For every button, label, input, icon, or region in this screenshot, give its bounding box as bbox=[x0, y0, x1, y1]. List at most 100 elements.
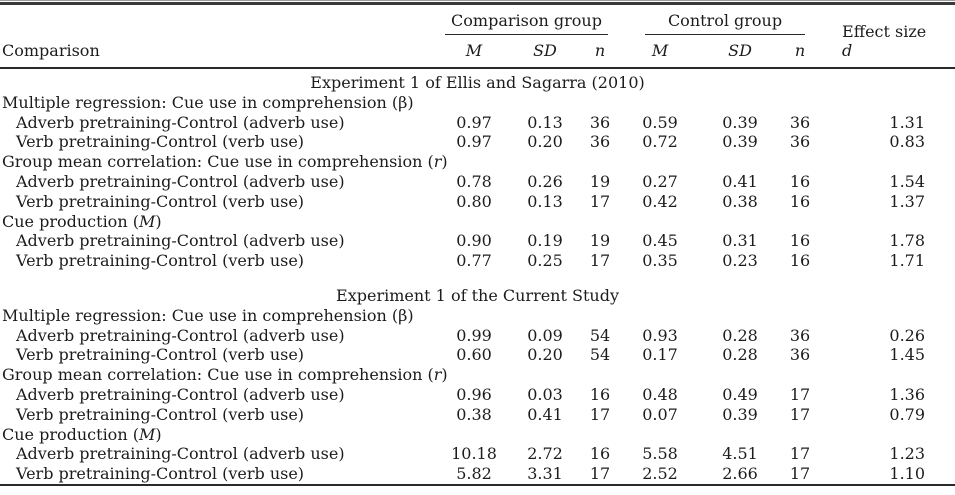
comparison-m-value: 0.90 bbox=[456, 231, 492, 251]
comparison-sd-value: 0.19 bbox=[527, 231, 563, 251]
section-title-row: Experiment 1 of Ellis and Sagarra (2010) bbox=[0, 68, 955, 93]
group-label-close: ) bbox=[441, 152, 448, 172]
control-sd-value: 0.28 bbox=[722, 345, 758, 365]
effect-size-value: 1.37 bbox=[889, 191, 926, 211]
group-header-row: Comparison Comparison group Control grou… bbox=[0, 4, 955, 60]
comparison-group-header: Comparison group bbox=[443, 4, 615, 35]
control-sd-value: 0.23 bbox=[722, 251, 758, 271]
group-label-text: Multiple regression: Cue use in comprehe… bbox=[2, 92, 399, 112]
control-sd-value: 0.49 bbox=[722, 384, 758, 404]
effect-size-value: 1.10 bbox=[889, 464, 926, 484]
control-n-value: 36 bbox=[789, 132, 811, 152]
comparison-n-value: 54 bbox=[589, 345, 611, 365]
effect-size-value: 1.45 bbox=[889, 345, 926, 365]
comparison-n-value: 17 bbox=[589, 251, 611, 271]
table-row: Adverb pretraining-Control (adverb use) … bbox=[0, 444, 955, 464]
control-m-value: 0.48 bbox=[642, 384, 678, 404]
row-label: Adverb pretraining-Control (adverb use) bbox=[16, 325, 345, 345]
group-label-row: Cue production (M) bbox=[0, 212, 955, 232]
comparison-sd-value: 2.72 bbox=[527, 444, 563, 464]
comparison-n-value: 16 bbox=[589, 384, 611, 404]
comparison-m-value: 5.82 bbox=[456, 464, 492, 484]
comparison-sd-value: 0.20 bbox=[527, 345, 563, 365]
comparison-m-value: 0.99 bbox=[456, 325, 492, 345]
group-label-row: Cue production (M) bbox=[0, 425, 955, 445]
group-label-text: Multiple regression: Cue use in comprehe… bbox=[2, 305, 399, 325]
comparison-sd-value: 0.03 bbox=[527, 384, 563, 404]
effect-size-label: Effect size bbox=[842, 22, 927, 41]
control-m-value: 0.35 bbox=[642, 251, 678, 271]
control-sd-value: 0.39 bbox=[722, 404, 758, 424]
effect-size-value: 1.36 bbox=[889, 384, 926, 404]
row-label: Adverb pretraining-Control (adverb use) bbox=[16, 171, 345, 191]
effect-size-value: 1.71 bbox=[889, 251, 926, 271]
control-sd-header: SD bbox=[728, 41, 752, 60]
comparison-m-value: 0.60 bbox=[456, 345, 492, 365]
group-label-text: Cue production ( bbox=[2, 424, 139, 444]
m-symbol: M bbox=[138, 211, 156, 231]
section-title-row: Experiment 1 of the Current Study bbox=[0, 271, 955, 306]
table-row: Verb pretraining-Control (verb use) 5.82… bbox=[0, 464, 955, 485]
comparison-m-value: 0.77 bbox=[456, 251, 492, 271]
control-n-value: 16 bbox=[789, 251, 811, 271]
control-m-value: 0.59 bbox=[642, 112, 678, 132]
comparison-n-value: 19 bbox=[589, 231, 611, 251]
table-row: Adverb pretraining-Control (adverb use) … bbox=[0, 172, 955, 192]
control-m-value: 0.27 bbox=[642, 171, 678, 191]
comparison-n-value: 17 bbox=[589, 404, 611, 424]
comparison-sd-value: 0.13 bbox=[527, 112, 563, 132]
table-row: Verb pretraining-Control (verb use) 0.60… bbox=[0, 345, 955, 365]
table-row: Adverb pretraining-Control (adverb use) … bbox=[0, 385, 955, 405]
effect-size-d-label: d bbox=[842, 41, 853, 60]
control-n-value: 17 bbox=[789, 404, 811, 424]
row-label: Adverb pretraining-Control (adverb use) bbox=[16, 231, 345, 251]
row-label: Verb pretraining-Control (verb use) bbox=[16, 132, 305, 152]
control-m-value: 0.42 bbox=[642, 191, 678, 211]
comparison-n-value: 54 bbox=[589, 325, 611, 345]
table-row: Verb pretraining-Control (verb use) 0.80… bbox=[0, 192, 955, 212]
group-label: Group mean correlation: Cue use in compr… bbox=[0, 365, 955, 385]
table-row: Adverb pretraining-Control (adverb use) … bbox=[0, 113, 955, 133]
comparison-m-value: 10.18 bbox=[451, 444, 497, 464]
effect-size-value: 1.31 bbox=[889, 112, 926, 132]
section-title: Experiment 1 of Ellis and Sagarra (2010) bbox=[310, 73, 645, 92]
effect-size-value: 0.83 bbox=[889, 132, 926, 152]
control-m-value: 0.17 bbox=[642, 345, 678, 365]
control-n-value: 36 bbox=[789, 112, 811, 132]
control-n-value: 17 bbox=[789, 444, 811, 464]
group-label: Multiple regression: Cue use in comprehe… bbox=[0, 93, 955, 113]
comparison-sd-value: 0.20 bbox=[527, 132, 563, 152]
control-n-value: 36 bbox=[789, 325, 811, 345]
comparison-m-value: 0.97 bbox=[456, 112, 492, 132]
comparison-sd-value: 3.31 bbox=[527, 464, 563, 484]
control-m-value: 0.07 bbox=[642, 404, 678, 424]
control-n-value: 16 bbox=[789, 171, 811, 191]
m-symbol: M bbox=[138, 424, 156, 444]
group-label-text: Cue production ( bbox=[2, 211, 139, 231]
effect-size-value: 0.26 bbox=[889, 325, 926, 345]
effect-size-value: 0.79 bbox=[889, 404, 926, 424]
control-m-value: 0.72 bbox=[642, 132, 678, 152]
comparison-m-value: 0.38 bbox=[456, 404, 492, 424]
comparison-sd-value: 0.13 bbox=[527, 191, 563, 211]
control-group-header: Control group bbox=[615, 4, 825, 35]
comparison-sd-header: SD bbox=[533, 41, 557, 60]
control-n-value: 17 bbox=[789, 464, 811, 484]
control-n-header: n bbox=[794, 41, 806, 60]
comparison-m-value: 0.78 bbox=[456, 171, 492, 191]
comparison-n-header: n bbox=[594, 41, 606, 60]
group-label-text: Group mean correlation: Cue use in compr… bbox=[2, 152, 434, 172]
row-label: Verb pretraining-Control (verb use) bbox=[16, 404, 305, 424]
table-row: Verb pretraining-Control (verb use) 0.77… bbox=[0, 251, 955, 271]
beta-symbol: β bbox=[398, 92, 408, 112]
comparison-sd-value: 0.25 bbox=[527, 251, 563, 271]
control-sd-value: 0.39 bbox=[722, 112, 758, 132]
row-label: Adverb pretraining-Control (adverb use) bbox=[16, 384, 345, 404]
group-label-row: Group mean correlation: Cue use in compr… bbox=[0, 365, 955, 385]
comparison-m-header: M bbox=[465, 41, 483, 60]
table-row: Verb pretraining-Control (verb use) 0.97… bbox=[0, 132, 955, 152]
control-sd-value: 0.38 bbox=[722, 191, 758, 211]
group-label-close: ) bbox=[155, 211, 162, 231]
row-label: Verb pretraining-Control (verb use) bbox=[16, 191, 305, 211]
group-label-row: Group mean correlation: Cue use in compr… bbox=[0, 152, 955, 172]
